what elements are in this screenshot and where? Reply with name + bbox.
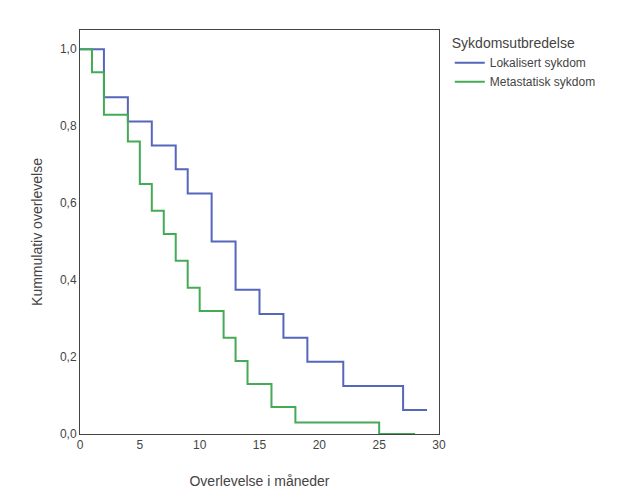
- svg-text:Kummulativ overlevelse: Kummulativ overlevelse: [29, 158, 45, 306]
- svg-text:10: 10: [193, 438, 207, 452]
- svg-text:Overlevelse i måneder: Overlevelse i måneder: [189, 473, 329, 489]
- svg-text:20: 20: [313, 438, 327, 452]
- svg-text:30: 30: [432, 438, 446, 452]
- svg-text:0,6: 0,6: [60, 196, 77, 210]
- svg-text:0,0: 0,0: [60, 427, 77, 441]
- svg-text:Metastatisk sykdom: Metastatisk sykdom: [490, 75, 595, 89]
- svg-text:25: 25: [372, 438, 386, 452]
- svg-text:15: 15: [253, 438, 267, 452]
- svg-text:0,4: 0,4: [60, 273, 77, 287]
- svg-text:5: 5: [136, 438, 143, 452]
- svg-text:Lokalisert sykdom: Lokalisert sykdom: [490, 56, 586, 70]
- svg-text:0: 0: [77, 438, 84, 452]
- svg-text:1,0: 1,0: [60, 42, 77, 56]
- svg-text:Sykdomsutbredelse: Sykdomsutbredelse: [452, 35, 575, 51]
- svg-text:0,2: 0,2: [60, 350, 77, 364]
- svg-text:0,8: 0,8: [60, 119, 77, 133]
